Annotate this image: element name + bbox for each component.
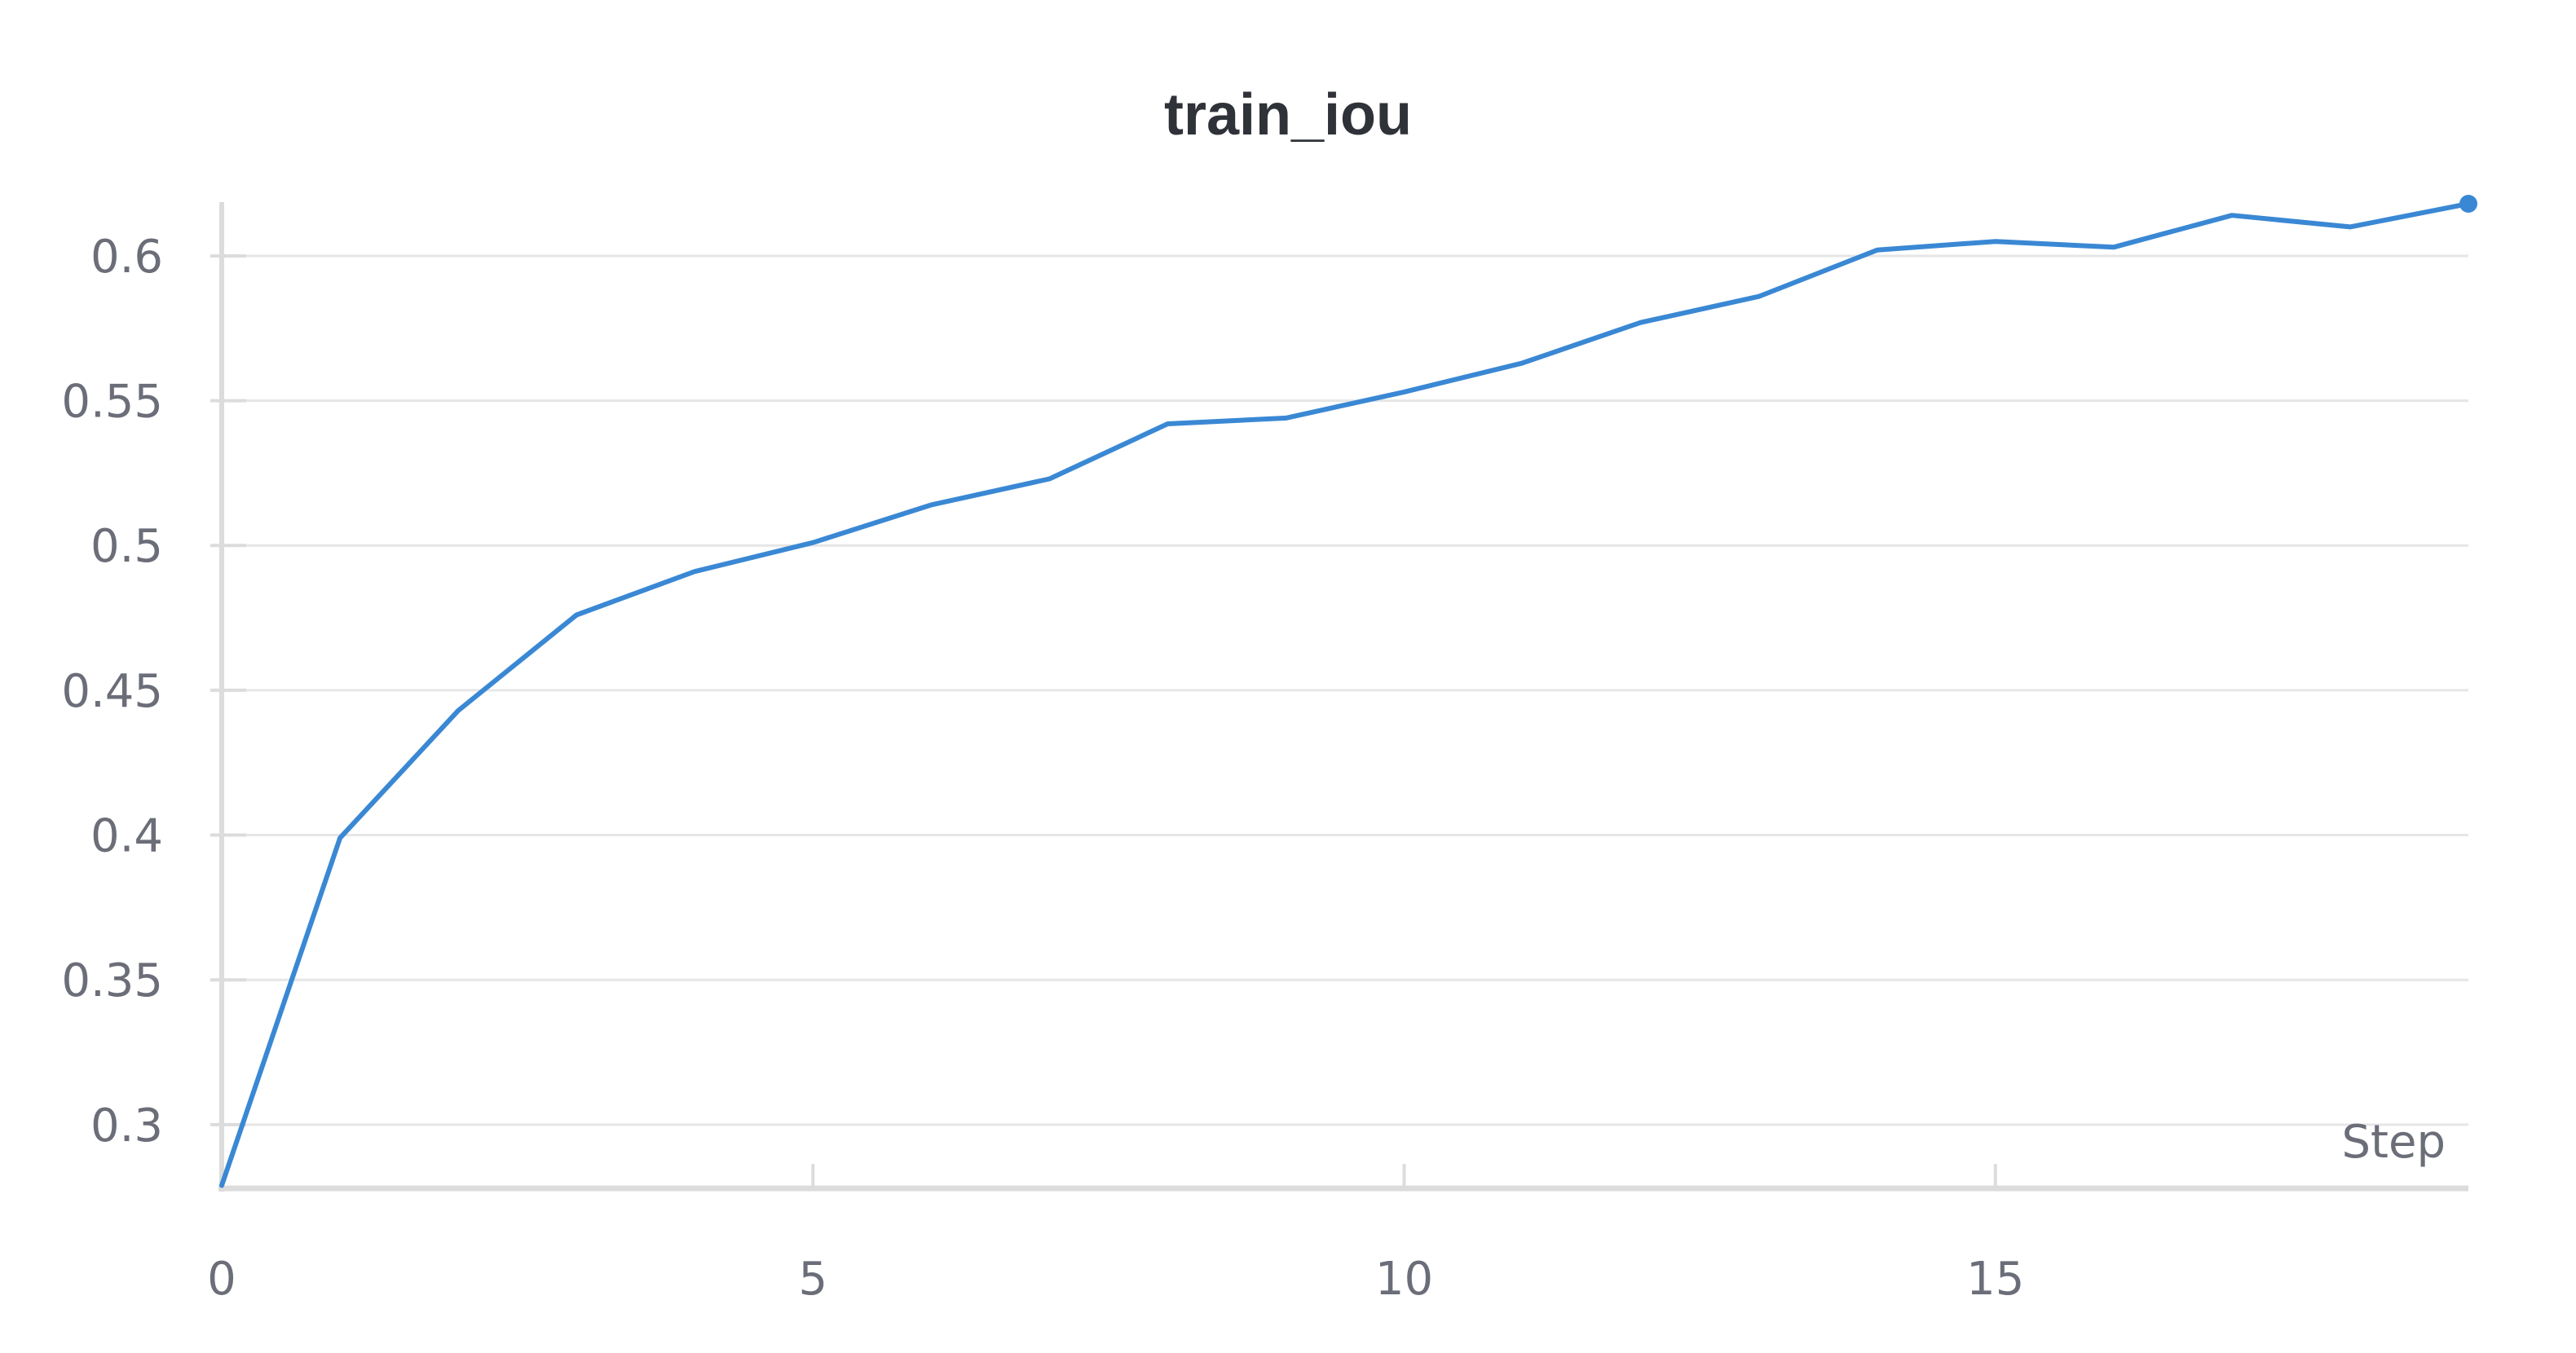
x-tick-label: 5 [798, 1253, 827, 1306]
data-point[interactable] [1993, 239, 1998, 244]
data-point[interactable] [219, 1183, 224, 1188]
y-tick-label: 0.6 [90, 231, 163, 284]
data-point[interactable] [1520, 360, 1525, 365]
data-point[interactable] [692, 569, 697, 574]
x-tick-label: 10 [1375, 1253, 1433, 1306]
series-layer [219, 195, 2477, 1188]
data-point[interactable] [2230, 213, 2234, 218]
y-tick-label: 0.5 [90, 520, 163, 573]
y-tick-label: 0.4 [90, 810, 163, 863]
y-tick-label: 0.55 [61, 376, 163, 429]
axes [210, 202, 2468, 1192]
y-tick-label: 0.3 [90, 1100, 163, 1152]
y-tick-label: 0.35 [61, 954, 163, 1007]
data-point[interactable] [1047, 477, 1052, 482]
data-point[interactable] [1757, 294, 1762, 299]
data-point[interactable] [1165, 421, 1170, 426]
x-tick-label: 0 [207, 1253, 236, 1306]
x-axis-label: Step [2341, 1116, 2446, 1169]
x-tick-label: 15 [1966, 1253, 2024, 1306]
data-point[interactable] [2348, 224, 2353, 229]
data-point[interactable] [456, 708, 461, 713]
data-point[interactable] [1639, 320, 1643, 325]
data-point[interactable] [1402, 390, 1407, 394]
tick-labels: 0.3 0.35 0.4 0.45 0.5 0.55 0.6 0 5 10 15 [61, 231, 2024, 1306]
data-point[interactable] [810, 540, 815, 545]
data-point[interactable] [1283, 416, 1288, 421]
data-point[interactable] [574, 613, 579, 618]
series-line [219, 201, 2471, 1188]
chart-title: train_iou [1164, 82, 1412, 148]
y-tick-label: 0.45 [61, 665, 163, 718]
data-point[interactable] [1875, 248, 1880, 253]
data-point[interactable] [929, 503, 933, 508]
data-point[interactable] [2111, 245, 2116, 249]
grid-lines [222, 254, 2468, 1126]
last-data-point[interactable] [2459, 195, 2477, 213]
data-point[interactable] [337, 835, 342, 840]
